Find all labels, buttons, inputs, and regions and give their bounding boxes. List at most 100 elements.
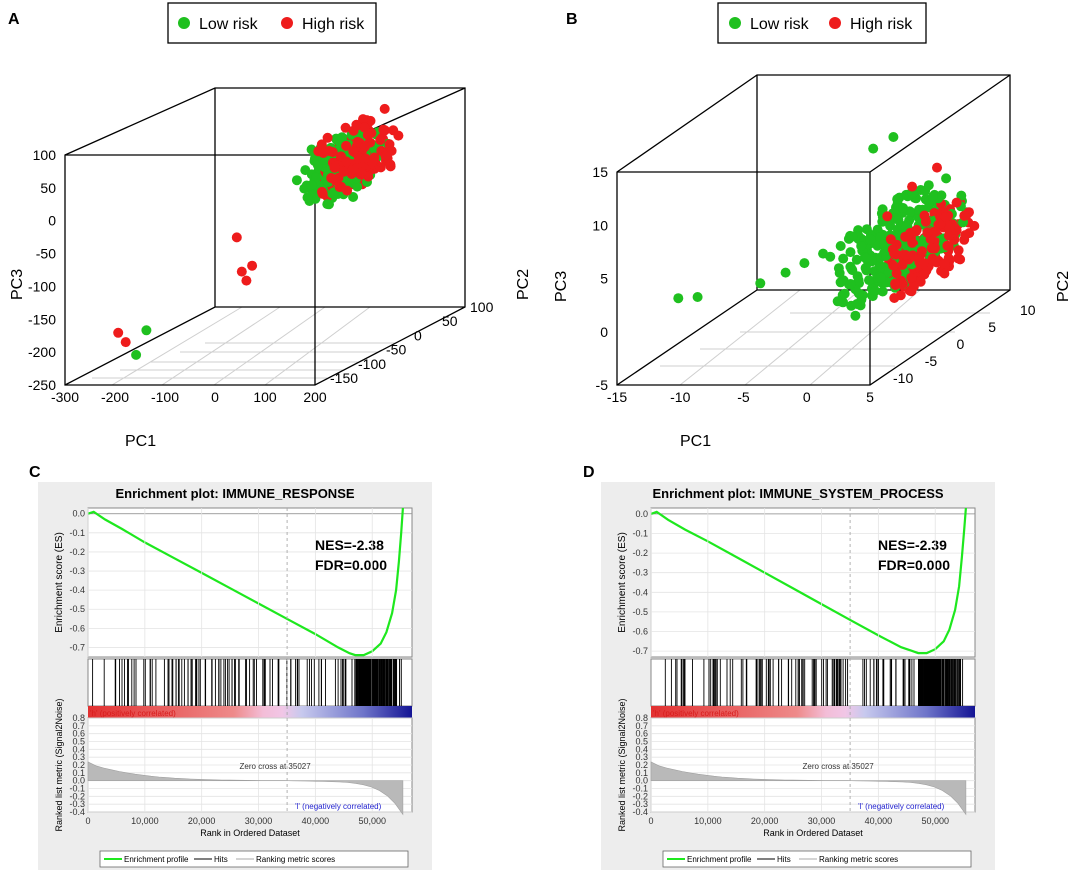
x-tick-label: 20,000 (188, 816, 216, 826)
metric-tick-label: -0.1 (632, 784, 648, 794)
rank-color-bar (88, 706, 412, 718)
low-risk-point (131, 349, 142, 360)
high-risk-point (900, 250, 911, 260)
metric-tick-label: 0.3 (72, 752, 85, 762)
y-tick-label: 50 (442, 313, 458, 329)
high-risk-point (939, 258, 950, 269)
positive-correlated-label: 'h' (positively correlated) (90, 709, 176, 718)
panel-c-letter: C (29, 464, 41, 481)
low-risk-point (851, 254, 862, 265)
legend-high-risk-label: High risk (302, 16, 365, 33)
z-tick-label: 0 (600, 324, 608, 340)
legend-low-risk-marker (178, 17, 190, 29)
low-risk-point (839, 288, 850, 299)
metric-tick-label: 0.3 (635, 752, 648, 762)
high-risk-point (318, 148, 329, 158)
high-risk-point (960, 230, 971, 241)
x-tick-label: 0 (85, 816, 90, 826)
es-tick-label: -0.3 (632, 568, 648, 578)
x-tick-label: 30,000 (245, 816, 273, 826)
y-tick-label: 0 (957, 336, 965, 352)
metric-tick-label: 0.1 (72, 768, 85, 778)
x-tick-label: 5 (866, 389, 874, 405)
low-risk-point (850, 310, 861, 321)
high-risk-point (890, 280, 901, 290)
metric-ticks: 0.80.70.60.50.40.30.20.10.0-0.1-0.2-0.3-… (632, 508, 975, 826)
z-tick-label: 100 (33, 147, 57, 163)
z-tick-label: 10 (592, 217, 608, 233)
high-risk-point (906, 272, 917, 283)
metric-tick-label: 0.1 (635, 768, 648, 778)
es-tick-label: -0.1 (632, 528, 648, 538)
x-axis-label: Rank in Ordered Dataset (200, 828, 300, 838)
x-tick-label: -15 (607, 389, 627, 405)
panel-b-z-ticks: -5 0 5 10 15 (592, 164, 608, 393)
y-tick-label: -100 (358, 356, 386, 372)
fdr-label: FDR=0.000 (878, 557, 950, 573)
metric-tick-label: 0.4 (635, 744, 648, 754)
panel-d-gsea: D Enrichment plot: IMMUNE_SYSTEM_PROCESS… (583, 464, 995, 870)
y-tick-label: -50 (386, 342, 406, 358)
metric-tick-label: -0.2 (632, 791, 648, 801)
metric-tick-label: 0.7 (72, 721, 85, 731)
low-risk-point (141, 325, 152, 336)
es-tick-label: -0.2 (632, 548, 648, 558)
low-risk-point (865, 234, 876, 245)
es-y-axis-label: Enrichment score (ES) (617, 532, 628, 633)
legend-high-risk-marker (281, 17, 293, 29)
panel-a-pc2-label: PC2 (515, 269, 532, 300)
es-tick-label: -0.5 (632, 607, 648, 617)
low-risk-point (893, 214, 904, 225)
low-risk-point (692, 292, 703, 302)
low-risk-point (870, 286, 881, 296)
metric-tick-label: 0.0 (72, 776, 85, 786)
metric-tick-label: -0.1 (69, 784, 85, 794)
es-tick-label: -0.4 (632, 587, 648, 597)
high-risk-point (375, 135, 386, 145)
legend-hits-label: Hits (777, 855, 791, 864)
legend-profile-label: Enrichment profile (687, 855, 752, 864)
high-risk-point (241, 275, 252, 286)
high-risk-point (919, 269, 930, 280)
y-tick-label: 10 (1020, 302, 1036, 318)
es-tick-label: -0.6 (69, 623, 85, 633)
low-risk-point (877, 286, 888, 297)
metric-ticks: 0.80.70.60.50.40.30.20.10.0-0.1-0.2-0.3-… (69, 508, 412, 826)
y-tick-label: -10 (893, 370, 913, 386)
y-tick-label: 5 (988, 319, 996, 335)
x-tick-label: -300 (51, 389, 79, 405)
fdr-label: FDR=0.000 (315, 557, 387, 573)
x-axis-label: Rank in Ordered Dataset (763, 828, 863, 838)
high-risk-point (944, 223, 955, 233)
low-risk-point (838, 253, 849, 264)
x-tick-label: 40,000 (865, 816, 893, 826)
metric-tick-label: 0.6 (72, 729, 85, 739)
legend-profile-label: Enrichment profile (124, 855, 189, 864)
high-risk-point (891, 249, 902, 260)
x-tick-label: 40,000 (302, 816, 330, 826)
high-risk-point (943, 230, 954, 241)
rank-color-bar (651, 706, 975, 718)
metric-tick-label: 0.2 (635, 760, 648, 770)
high-risk-point (326, 173, 337, 183)
low-risk-point (874, 259, 885, 270)
gsea-title: Enrichment plot: IMMUNE_SYSTEM_PROCESS (652, 486, 943, 501)
high-risk-point (340, 122, 351, 133)
high-risk-point (113, 327, 124, 338)
legend-low-risk-label: Low risk (750, 16, 810, 33)
high-risk-point (316, 139, 327, 150)
panel-b-y-ticks: -10 -5 0 5 10 (893, 302, 1036, 386)
panel-a-z-ticks: -250 -200 -150 -100 -50 0 50 100 (28, 147, 56, 393)
es-tick-label: -0.4 (69, 585, 85, 595)
panel-a-legend: Low risk High risk (167, 2, 377, 44)
legend-low-risk-label: Low risk (199, 16, 259, 33)
metric-tick-label: -0.3 (632, 799, 648, 809)
high-risk-point (380, 150, 391, 161)
high-risk-point (322, 132, 333, 143)
es-tick-label: -0.1 (69, 528, 85, 538)
x-tick-label: -100 (151, 389, 179, 405)
high-risk-point (351, 119, 362, 130)
low-risk-point (851, 299, 862, 309)
panel-b-pc1-label: PC1 (680, 433, 711, 450)
